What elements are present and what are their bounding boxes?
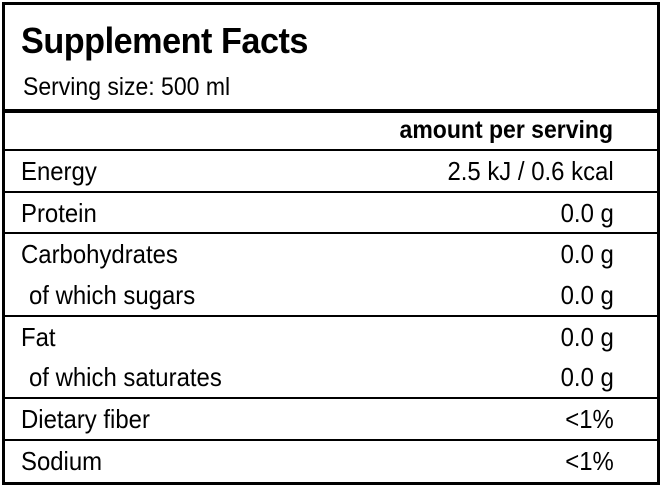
nutrient-value: <1% — [565, 404, 614, 434]
nutrient-value: 0.0 g — [560, 322, 614, 352]
nutrient-label: Sodium — [21, 446, 103, 476]
nutrient-row-sodium: Sodium <1% — [5, 441, 657, 482]
nutrient-label: Carbohydrates — [21, 239, 178, 269]
row-divider — [5, 397, 657, 399]
nutrient-label: Dietary fiber — [21, 404, 150, 434]
thick-divider — [5, 109, 657, 113]
nutrient-row-dietary-fiber: Dietary fiber <1% — [5, 399, 657, 440]
nutrient-label: of which saturates — [29, 362, 222, 392]
serving-size: Serving size: 500 ml — [23, 73, 231, 101]
nutrient-row-protein: Protein 0.0 g — [5, 193, 657, 234]
nutrient-label: Protein — [21, 198, 97, 228]
row-divider — [5, 315, 657, 317]
nutrient-row-fat: Fat 0.0 g — [5, 317, 657, 358]
nutrient-value: 0.0 g — [560, 280, 614, 310]
nutrient-label: of which sugars — [29, 280, 196, 310]
nutrient-row-saturates: of which saturates 0.0 g — [5, 357, 657, 398]
nutrient-label: Fat — [21, 322, 56, 352]
nutrient-label: Energy — [21, 156, 97, 186]
nutrient-row-carbohydrates: Carbohydrates 0.0 g — [5, 234, 657, 275]
header-divider — [5, 149, 657, 151]
nutrient-row-sugars: of which sugars 0.0 g — [5, 275, 657, 316]
row-divider — [5, 191, 657, 193]
nutrient-value: 0.0 g — [560, 362, 614, 392]
nutrient-value: 2.5 kJ / 0.6 kcal — [447, 156, 614, 186]
row-divider — [5, 439, 657, 441]
column-header: amount per serving — [399, 116, 613, 144]
nutrient-value: 0.0 g — [560, 198, 614, 228]
nutrient-value: 0.0 g — [560, 239, 614, 269]
panel-title: Supplement Facts — [21, 20, 308, 61]
row-divider — [5, 232, 657, 234]
nutrient-value: <1% — [565, 446, 614, 476]
nutrient-row-energy: Energy 2.5 kJ / 0.6 kcal — [5, 151, 657, 192]
